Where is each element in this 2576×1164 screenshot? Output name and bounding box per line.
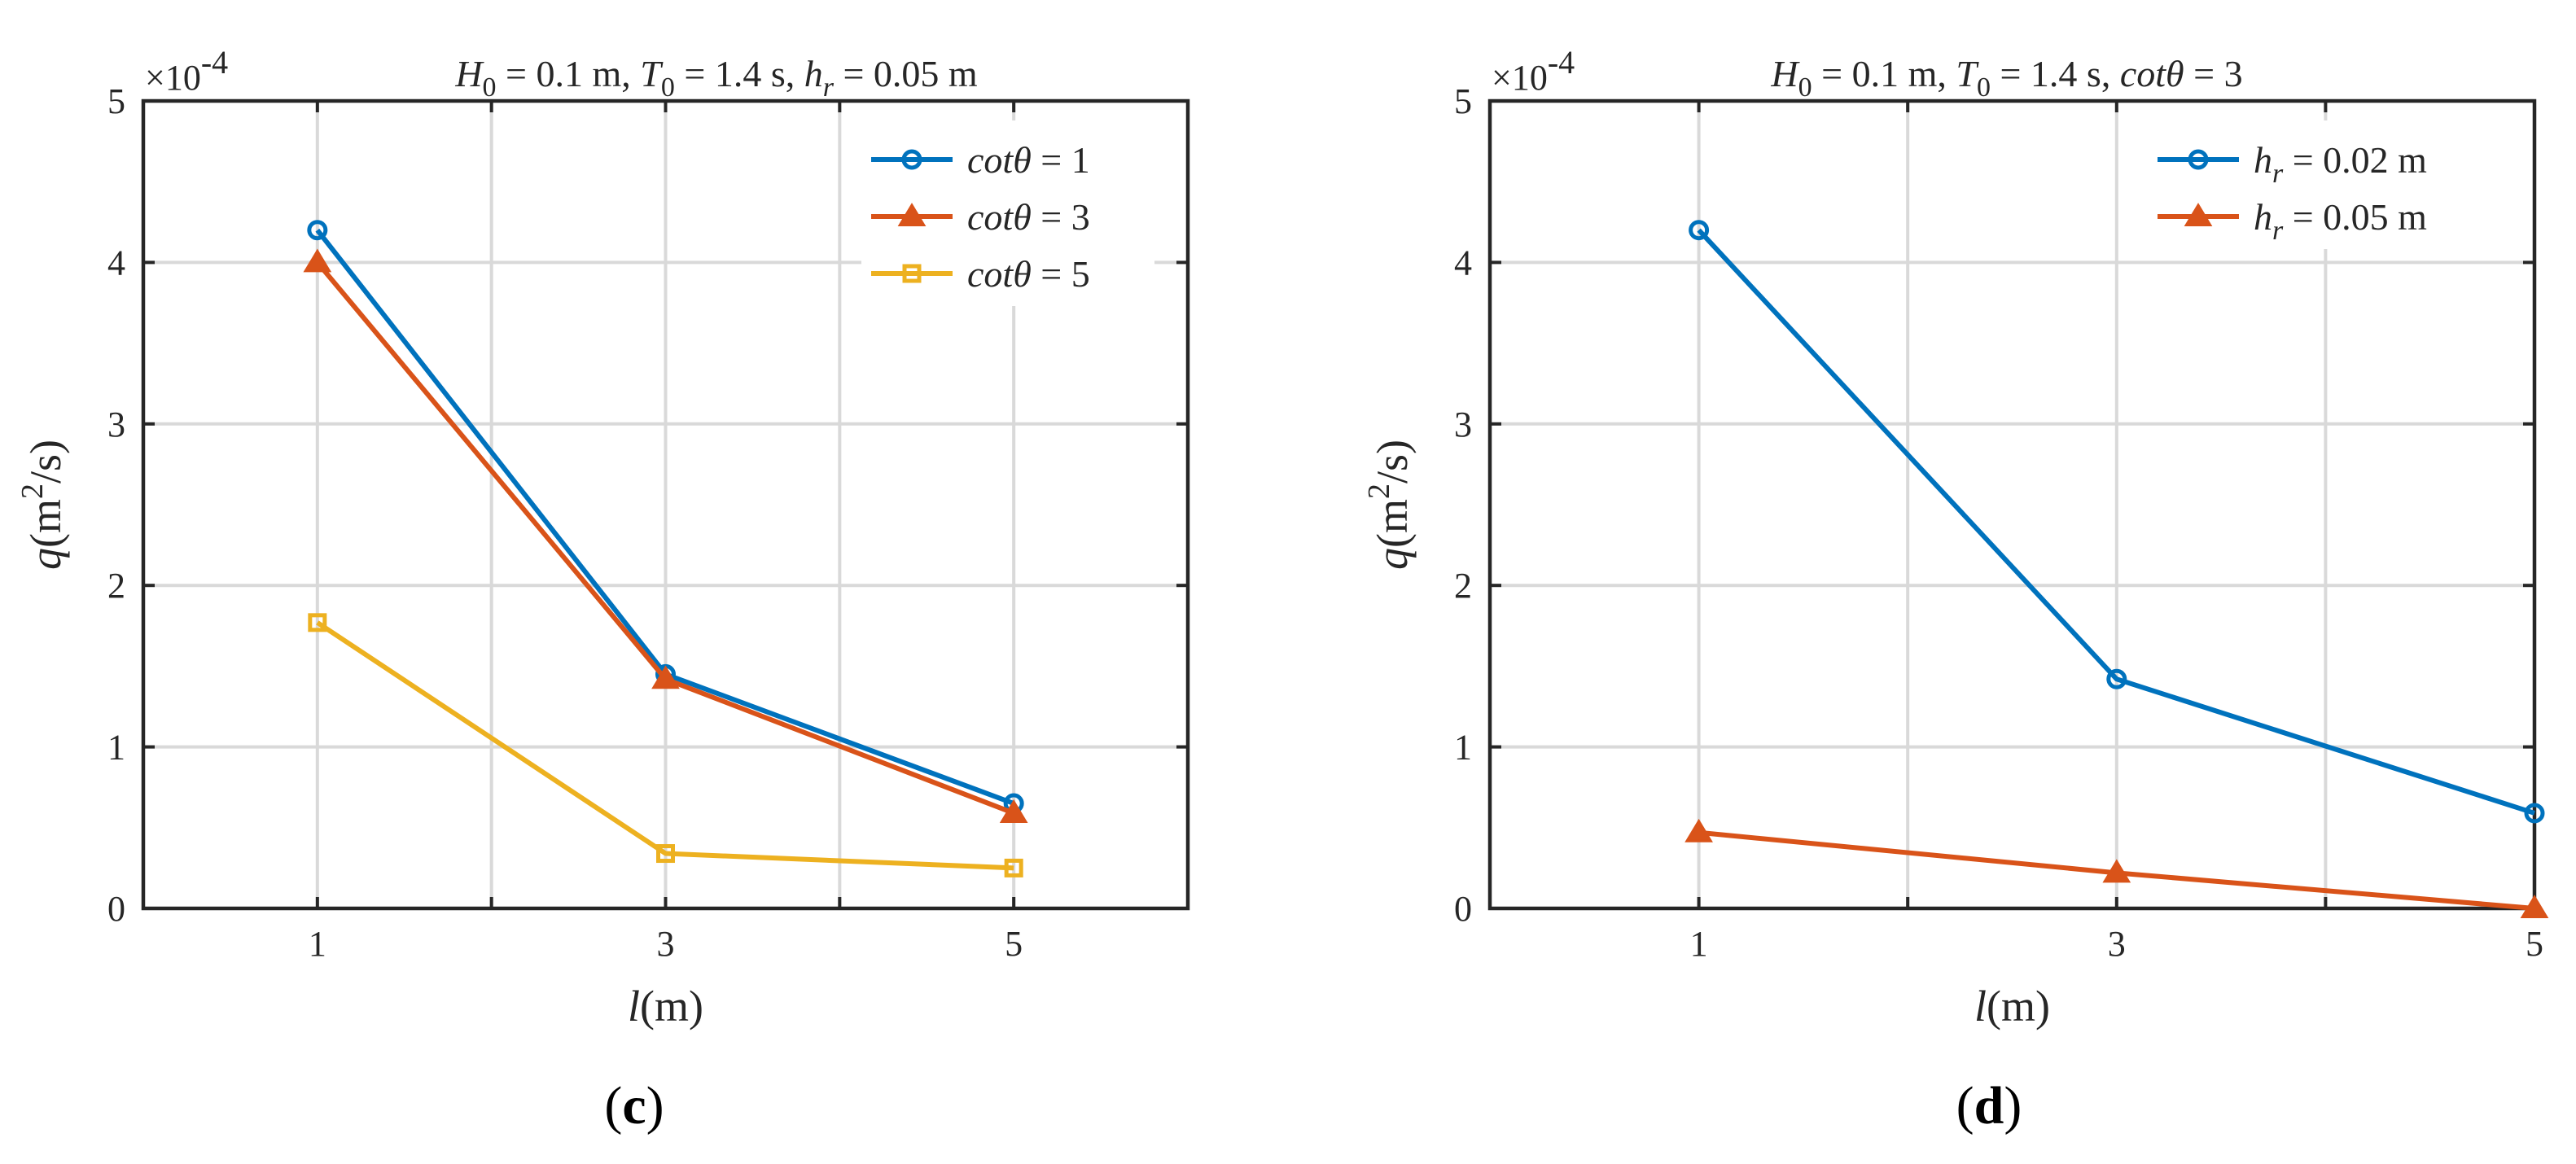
data-point: [303, 248, 332, 273]
y-tick-label: 4: [1454, 243, 1472, 282]
y-tick-label: 2: [1454, 566, 1472, 606]
x-axis-label: l(m): [628, 982, 703, 1031]
y-tick-label: 0: [1454, 889, 1472, 929]
axes-box: [1487, 98, 2537, 911]
y-tick-label: 5: [107, 81, 125, 121]
axes-box: [141, 98, 1190, 911]
panel-label: (c): [604, 1076, 664, 1136]
data-point: [2520, 895, 2549, 918]
legend: cotθ = 1 cotθ = 3 cotθ = 5: [861, 120, 1154, 306]
legend-swatch-marker: [2188, 149, 2209, 170]
legend: hr = 0.02 m hr = 0.05 m: [2148, 120, 2522, 249]
series-line: [316, 620, 1014, 871]
chart-title: H0 = 0.1 m, T0 = 1.4 s, cotθ = 3: [1770, 53, 2242, 103]
y-axis-label: q(m2/s): [1362, 440, 1417, 570]
data-point: [651, 665, 680, 689]
data-point: [999, 799, 1028, 823]
y-tick-label: 0: [107, 889, 125, 929]
y-tick-label: 2: [107, 566, 125, 606]
legend-swatch-marker: [901, 149, 922, 170]
y-tick-label: 3: [1454, 405, 1472, 444]
data-point: [308, 613, 327, 632]
data-point: [2102, 859, 2131, 883]
y-tick-label: 3: [107, 405, 125, 444]
legend-swatch-marker: [2184, 203, 2213, 226]
series-2: [1684, 818, 2549, 918]
x-axis-label: l(m): [1974, 982, 2050, 1031]
y-tick-label: 4: [107, 243, 125, 282]
series-line: [1697, 228, 2535, 816]
legend-entry: hr = 0.05 m: [2158, 196, 2427, 246]
y-tick-label: 1: [1454, 728, 1472, 768]
panel-d-chart: 1 3 5 0 1 2 3 4 5 ×10-4 l(m) q(m2/s) H0 = 0.1 m, T0 …: [1362, 44, 2549, 1136]
legend-entry: hr = 0.02 m: [2158, 139, 2427, 189]
legend-label: cotθ = 5: [967, 253, 1090, 295]
x-tick-label: 5: [1005, 924, 1023, 964]
series-1: [1689, 220, 2545, 824]
series-2: [303, 248, 1028, 823]
data-point: [307, 220, 328, 241]
panel-label: (d): [1956, 1076, 2022, 1136]
x-tick-label: 1: [309, 924, 326, 964]
data-point: [1684, 818, 1713, 842]
legend-entry: cotθ = 5: [871, 253, 1090, 295]
legend-swatch-marker: [897, 203, 927, 226]
data-point: [656, 844, 675, 864]
grid-lines: [1490, 101, 2534, 908]
chart-title: H0 = 0.1 m, T0 = 1.4 s, hr = 0.05 m: [454, 53, 978, 103]
legend-label: cotθ = 1: [967, 139, 1090, 181]
legend-background: [2148, 120, 2522, 249]
x-tick-label: 3: [657, 924, 675, 964]
data-point: [2106, 668, 2127, 689]
y-tick-label: 5: [1454, 81, 1472, 121]
data-point: [1689, 220, 1710, 241]
legend-entry: cotθ = 3: [871, 196, 1090, 238]
legend-swatch-marker: [902, 264, 922, 283]
legend-entry: cotθ = 1: [871, 139, 1090, 181]
y-exponent-label: ×10-4: [1492, 44, 1575, 98]
data-point: [1004, 858, 1023, 877]
legend-label: hr = 0.02 m: [2254, 139, 2427, 189]
x-tick-label: 5: [2526, 924, 2543, 964]
x-tick-label: 1: [1690, 924, 1708, 964]
legend-label: cotθ = 3: [967, 196, 1090, 238]
y-axis-label: q(m2/s): [15, 440, 70, 570]
y-exponent-label: ×10-4: [145, 44, 228, 98]
panel-c-chart: 1 3 5 0 1 2 3 4 5 ×10-4 l(m) q(m2/s) H0 = 0.1 m, T0 …: [15, 44, 1190, 1136]
x-tick-label: 3: [2108, 924, 2126, 964]
series-3: [308, 613, 1023, 877]
legend-label: hr = 0.05 m: [2254, 196, 2427, 246]
y-tick-label: 1: [107, 728, 125, 768]
data-point: [2524, 803, 2545, 824]
